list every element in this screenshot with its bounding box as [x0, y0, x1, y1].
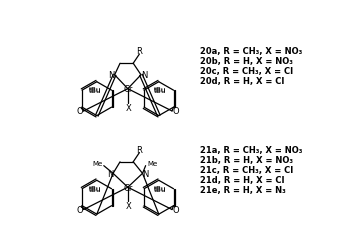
- Text: 21b, R = H, X = NO₃: 21b, R = H, X = NO₃: [200, 155, 293, 164]
- Text: N: N: [108, 71, 115, 80]
- Text: N: N: [107, 169, 113, 178]
- Text: tBu: tBu: [154, 87, 167, 93]
- Text: X: X: [126, 201, 131, 210]
- Text: 21e, R = H, X = N₃: 21e, R = H, X = N₃: [200, 185, 286, 194]
- Text: 20d, R = H, X = Cl: 20d, R = H, X = Cl: [200, 77, 284, 86]
- Text: tBu: tBu: [89, 88, 102, 94]
- Text: Cr: Cr: [123, 183, 132, 192]
- Text: tBu: tBu: [89, 87, 102, 93]
- Text: 21a, R = CH₃, X = NO₃: 21a, R = CH₃, X = NO₃: [200, 145, 302, 154]
- Text: Me: Me: [92, 161, 102, 167]
- Text: 21d, R = H, X = Cl: 21d, R = H, X = Cl: [200, 175, 284, 184]
- Text: O: O: [76, 107, 83, 116]
- Text: 20b, R = H, X = NO₃: 20b, R = H, X = NO₃: [200, 57, 293, 66]
- Text: tBu: tBu: [154, 185, 167, 191]
- Text: X: X: [126, 103, 131, 112]
- Text: N: N: [141, 71, 147, 80]
- Text: tBu: tBu: [154, 186, 167, 192]
- Text: O: O: [173, 107, 179, 116]
- Text: O: O: [173, 205, 179, 214]
- Text: tBu: tBu: [154, 88, 167, 94]
- Text: R: R: [136, 145, 143, 154]
- Text: Cr: Cr: [123, 85, 132, 94]
- Text: N: N: [143, 169, 149, 178]
- Text: 21c, R = CH₃, X = Cl: 21c, R = CH₃, X = Cl: [200, 165, 293, 174]
- Text: tBu: tBu: [89, 185, 102, 191]
- Text: R: R: [136, 47, 143, 56]
- Text: Me: Me: [147, 161, 158, 167]
- Text: 20c, R = CH₃, X = Cl: 20c, R = CH₃, X = Cl: [200, 67, 293, 76]
- Text: O: O: [76, 205, 83, 214]
- Text: 20a, R = CH₃, X = NO₃: 20a, R = CH₃, X = NO₃: [200, 47, 302, 56]
- Text: tBu: tBu: [89, 186, 102, 192]
